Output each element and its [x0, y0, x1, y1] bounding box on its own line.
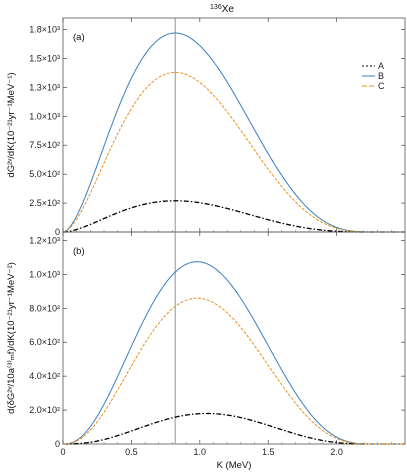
y-tick-label: 6.0×10²	[29, 337, 60, 347]
x-tick-label: 1.0	[194, 447, 207, 457]
y-axis-label: dG²ᵛ/dK(10⁻²¹yr⁻¹MeV⁻¹)	[6, 72, 17, 177]
x-tick-label: 2.0	[330, 447, 343, 457]
y-tick-label: 0	[55, 227, 60, 237]
panel-label: (a)	[73, 32, 85, 43]
title-main: Xe	[222, 4, 235, 15]
y-tick-label: 2.5×10²	[29, 198, 60, 208]
legend-label-B: B	[378, 71, 384, 81]
x-axis-label: K (MeV)	[217, 460, 252, 471]
y-tick-label: 1.8×10³	[29, 25, 60, 35]
series-line-A	[63, 412, 405, 445]
y-tick-label: 1.5×10³	[29, 53, 60, 63]
x-tick-label: 1.5	[262, 447, 275, 457]
y-tick-label: 5.0×10²	[29, 169, 60, 179]
y-tick-label: 0	[55, 439, 60, 449]
panel-b: 0 0.5 1.0 1.5 2.0 0 2.0×10² 4.0×10² 6.0×10² 8.0×1…	[6, 231, 406, 457]
y-tick-label: 7.5×10²	[29, 140, 60, 150]
series-line-A	[62, 200, 405, 233]
y-tick-label: 1.0×10³	[29, 111, 60, 121]
chart-title: 136Xe	[210, 4, 234, 15]
y-axis-label: d(δG²ᵛ/10a⁽³⁾ₘf)/dK(10⁻²¹yr⁻¹MeV⁻²)	[6, 262, 17, 414]
y-tick-label: 2.0×10²	[29, 405, 60, 415]
legend-label-C: C	[378, 81, 385, 91]
plot-frame	[62, 17, 406, 233]
panel-a: 0 2.5×10² 5.0×10² 7.5×10² 1.0×10³ 1.3×10³ 1.5×…	[6, 17, 406, 237]
legend-label-A: A	[378, 61, 384, 71]
x-tick-label: 0.5	[125, 447, 138, 457]
series-line-B	[62, 32, 405, 233]
series-line-C	[62, 71, 405, 233]
plot-frame	[62, 231, 406, 445]
legend: ABC	[362, 61, 385, 91]
panel-label: (b)	[73, 246, 85, 257]
series-line-C	[62, 297, 405, 445]
y-tick-label: 8.0×10²	[29, 303, 60, 313]
y-tick-label: 1.2×10³	[29, 235, 60, 245]
x-tick-label: 0	[60, 447, 65, 457]
title-superscript: 136	[210, 4, 222, 11]
y-tick-label: 1.3×10³	[29, 82, 60, 92]
y-tick-label: 1.0×10³	[29, 269, 60, 279]
y-tick-label: 4.0×10²	[29, 371, 60, 381]
